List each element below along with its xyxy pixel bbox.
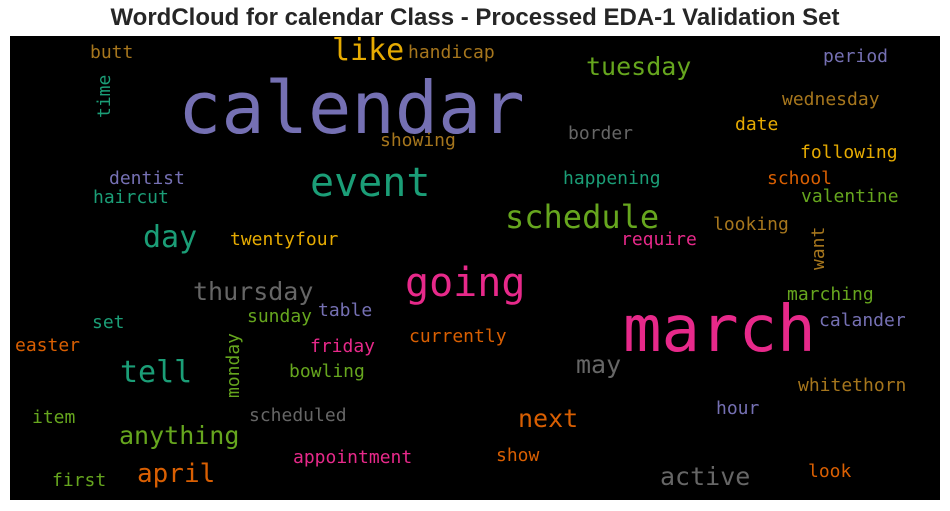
word-set: set <box>92 312 125 333</box>
word-calendar: calendar <box>178 66 525 150</box>
word-wednesday: wednesday <box>782 89 880 110</box>
word-calander: calander <box>819 310 906 331</box>
word-tell: tell <box>120 355 193 390</box>
word-want: want <box>808 226 829 270</box>
word-easter: easter <box>15 335 81 356</box>
word-time: time <box>94 74 115 118</box>
word-period: period <box>823 46 889 67</box>
word-may: may <box>576 350 622 379</box>
word-marching: marching <box>787 284 874 305</box>
word-monday: monday <box>223 332 244 398</box>
word-item: item <box>32 407 76 428</box>
word-valentine: valentine <box>801 186 899 207</box>
word-tuesday: tuesday <box>586 52 692 81</box>
word-hour: hour <box>716 398 760 419</box>
word-thursday: thursday <box>193 277 314 306</box>
word-sunday: sunday <box>247 306 313 327</box>
chart-title: WordCloud for calendar Class - Processed… <box>110 4 840 31</box>
word-schedule: schedule <box>505 198 660 236</box>
word-anything: anything <box>119 421 240 450</box>
word-event: event <box>310 160 431 206</box>
word-first: first <box>52 470 107 491</box>
word-whitethorn: whitethorn <box>798 375 907 396</box>
word-active: active <box>660 462 751 491</box>
word-show: show <box>496 445 540 466</box>
word-look: look <box>808 461 852 482</box>
word-day: day <box>143 220 198 255</box>
word-going: going <box>405 260 526 306</box>
word-butt: butt <box>90 42 134 63</box>
word-date: date <box>735 114 779 135</box>
word-next: next <box>518 404 579 433</box>
word-require: require <box>621 229 697 250</box>
word-following: following <box>800 142 898 163</box>
word-handicap: handicap <box>408 42 495 63</box>
word-like: like <box>332 33 405 68</box>
word-showing: showing <box>380 130 456 151</box>
word-april: april <box>137 459 216 489</box>
word-cloud: calendar march event going schedule like tuesd… <box>10 36 940 500</box>
word-bowling: bowling <box>289 361 365 382</box>
word-looking: looking <box>713 214 789 235</box>
word-march: march <box>623 293 816 367</box>
word-scheduled: scheduled <box>249 405 347 426</box>
word-border: border <box>568 123 634 144</box>
word-appointment: appointment <box>293 447 413 468</box>
word-currently: currently <box>409 326 507 347</box>
word-dentist: dentist <box>109 168 185 189</box>
word-school: school <box>767 168 833 189</box>
word-haircut: haircut <box>93 187 169 208</box>
word-twentyfour: twentyfour <box>230 229 339 250</box>
word-happening: happening <box>563 168 661 189</box>
word-friday: friday <box>310 336 376 357</box>
word-table: table <box>318 300 373 321</box>
